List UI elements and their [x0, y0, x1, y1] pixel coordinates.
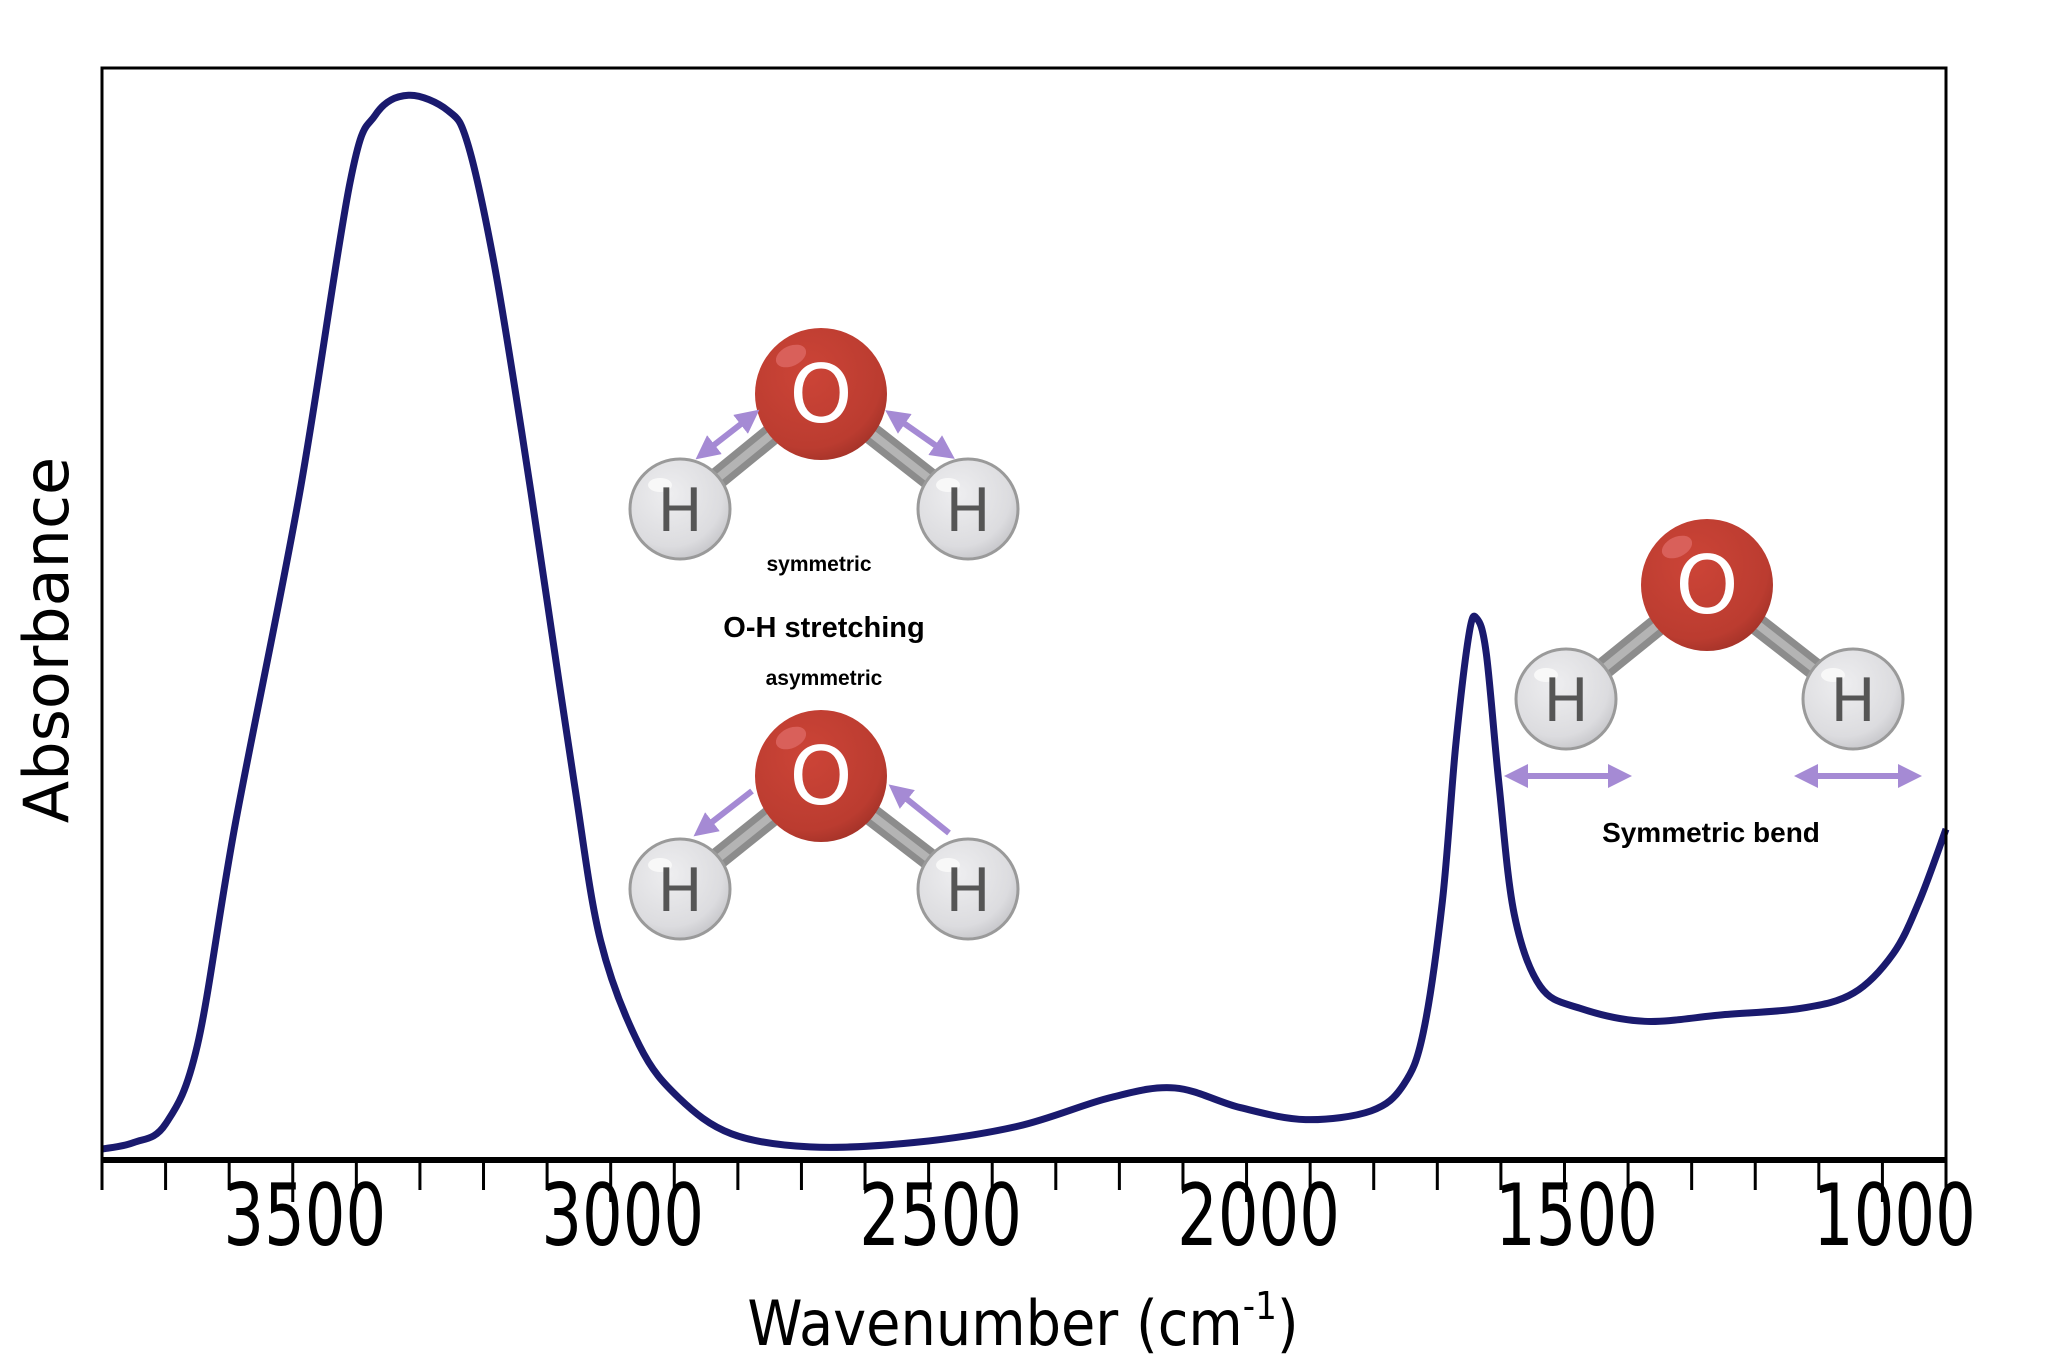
label-symmetric: symmetric — [766, 553, 871, 576]
oxygen-label: O — [790, 730, 853, 823]
label-asymmetric: asymmetric — [766, 667, 883, 690]
atom-shine — [936, 858, 960, 872]
hydrogen-label: H — [1830, 666, 1875, 736]
x-tick-labels: 3500 3000 2500 2000 1500 1000 — [223, 1166, 1975, 1266]
arrow-icon — [888, 784, 951, 836]
x-tick-label: 2000 — [1177, 1166, 1340, 1266]
stretch-arrows-asymmetric — [693, 784, 951, 837]
atom-shine — [1534, 668, 1558, 682]
atom-shine — [1661, 535, 1693, 559]
x-tick-label: 3500 — [223, 1166, 386, 1266]
hydrogen-label: H — [657, 856, 702, 926]
hydrogen-label: H — [945, 476, 990, 546]
absorbance-curve — [101, 91, 1950, 1153]
atom-shine — [648, 478, 672, 492]
hydrogen-label: H — [945, 856, 990, 926]
x-tick-label: 2500 — [859, 1166, 1022, 1266]
atom-shine — [648, 858, 672, 872]
water-molecule-asymmetric-stretch: H H O — [628, 710, 1020, 941]
atom-shine — [775, 344, 807, 368]
hydrogen-label: H — [657, 476, 702, 546]
x-axis-title: Wavenumber (cm-1) — [747, 1283, 1298, 1359]
atom-shine — [1821, 668, 1845, 682]
atom-shine — [775, 726, 807, 750]
x-tick-label: 1000 — [1813, 1166, 1976, 1266]
x-tick-label: 1500 — [1495, 1166, 1658, 1266]
y-axis-title: Absorbance — [10, 457, 83, 823]
oxygen-label: O — [1676, 539, 1739, 632]
atom-shine — [936, 478, 960, 492]
water-molecule-symmetric-bend: H H O — [1514, 519, 1905, 751]
water-molecule-symmetric-stretch: H H O — [628, 328, 1020, 561]
x-tick-label: 3000 — [541, 1166, 704, 1266]
double-arrow-icon — [885, 410, 955, 459]
stretch-arrows-symmetric — [695, 409, 955, 460]
label-oh-stretching: O-H stretching — [723, 612, 924, 644]
double-arrow-icon — [695, 409, 760, 460]
label-symmetric-bend: Symmetric bend — [1602, 817, 1820, 848]
x-axis-ticks — [100, 1160, 1948, 1202]
hydrogen-label: H — [1543, 666, 1588, 736]
oxygen-label: O — [790, 348, 853, 441]
arrow-icon — [693, 788, 754, 837]
